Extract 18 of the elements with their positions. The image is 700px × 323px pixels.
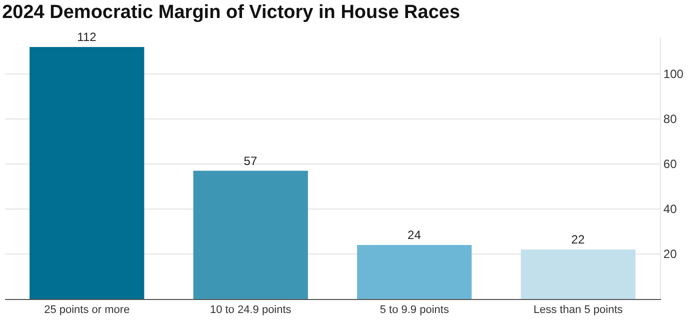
chart-title: 2024 Democratic Margin of Victory in House Races xyxy=(2,2,460,24)
x-tick-label: Less than 5 points xyxy=(533,304,624,316)
bar xyxy=(30,47,144,299)
y-tick-label: 60 xyxy=(663,157,678,172)
data-label: 22 xyxy=(571,232,585,246)
y-tick-label: 40 xyxy=(663,202,678,216)
x-tick-label: 25 points or more xyxy=(44,304,130,316)
bar xyxy=(520,250,636,299)
data-label: 112 xyxy=(77,30,97,44)
y-tick-label: 100 xyxy=(663,67,684,82)
bar xyxy=(193,170,308,299)
data-label: 24 xyxy=(408,228,422,242)
data-label: 57 xyxy=(244,154,258,168)
y-tick-label: 20 xyxy=(663,247,678,262)
bar xyxy=(357,245,472,299)
y-tick-label: 80 xyxy=(663,112,678,126)
x-tick-label: 5 to 9.9 points xyxy=(380,304,450,316)
x-tick-label: 10 to 24.9 points xyxy=(210,304,292,316)
